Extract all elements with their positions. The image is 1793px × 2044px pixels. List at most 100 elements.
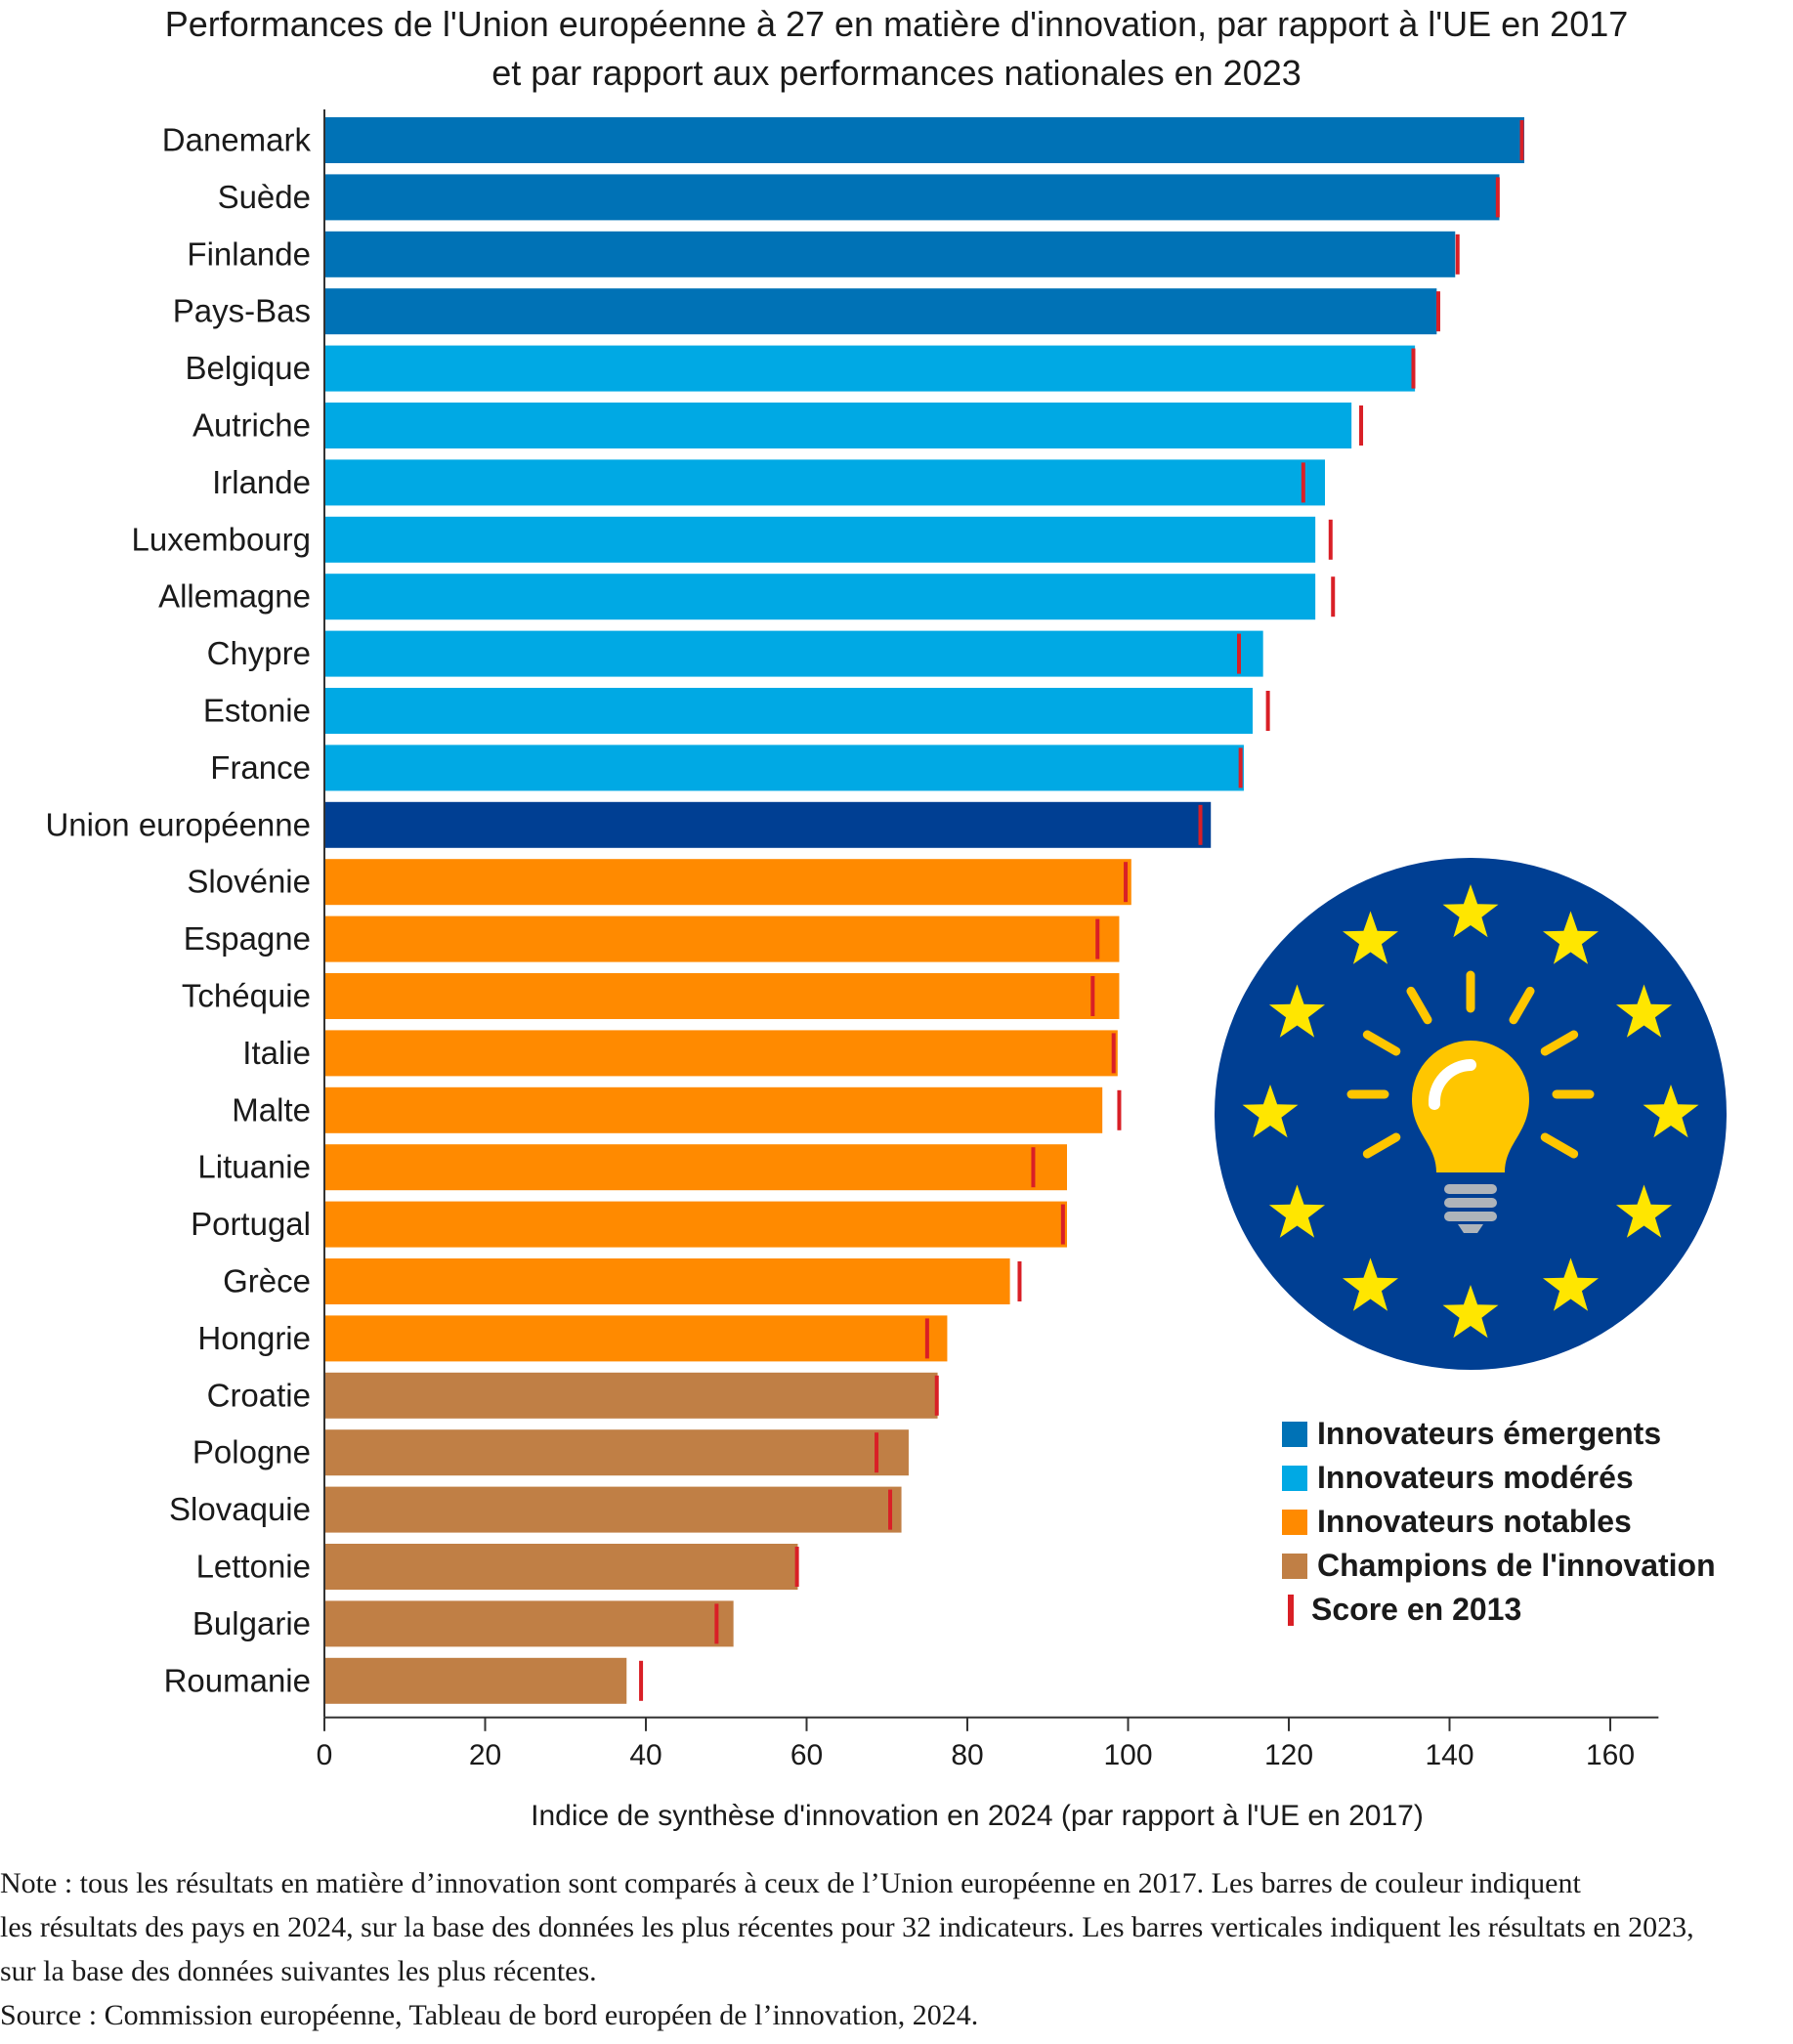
y-label-chypre: Chypre — [207, 635, 311, 671]
lightbulb-ray — [1406, 986, 1432, 1025]
legend-item-moderes: Innovateurs modérés — [1282, 1456, 1716, 1500]
score-2023-marker-hongrie — [924, 1318, 929, 1359]
legend-swatch-notables — [1282, 1509, 1307, 1535]
y-label-lettonie: Lettonie — [196, 1549, 311, 1585]
lightbulb-ray — [1540, 1030, 1579, 1056]
legend-label-champions: Champions de l'innovation — [1317, 1548, 1716, 1583]
legend-item-emergents: Innovateurs émergents — [1282, 1412, 1716, 1456]
y-label-grece: Grèce — [223, 1263, 311, 1299]
lightbulb-base-ring-3 — [1444, 1212, 1497, 1221]
y-label-espagne: Espagne — [184, 920, 311, 957]
bar-bulgarie — [324, 1600, 734, 1647]
x-tick-label-100: 100 — [1103, 1739, 1152, 1771]
y-label-france: France — [210, 749, 311, 786]
x-tick-label-20: 20 — [469, 1739, 501, 1771]
score-2023-marker-slovenie — [1124, 862, 1129, 903]
bar-pologne — [324, 1429, 909, 1476]
score-2023-marker-slovaquie — [888, 1489, 893, 1530]
lightbulb-tip — [1458, 1224, 1483, 1233]
bar-allemagne — [324, 574, 1316, 620]
score-2023-marker-bulgarie — [714, 1603, 719, 1644]
eu-stars — [1242, 884, 1699, 1339]
y-label-bulgarie: Bulgarie — [192, 1605, 311, 1641]
lightbulb-highlight — [1428, 1059, 1476, 1110]
y-label-suede: Suède — [218, 179, 311, 215]
eu-star-icon — [1442, 884, 1499, 938]
legend-label-emergents: Innovateurs émergents — [1317, 1416, 1662, 1451]
lightbulb-base-ring-1 — [1444, 1184, 1497, 1194]
x-axis-title: Indice de synthèse d'innovation en 2024 … — [531, 1800, 1424, 1832]
lightbulb-ray — [1362, 1030, 1401, 1056]
legend-item-score_2023: Score en 2013 — [1282, 1588, 1716, 1632]
bar-france — [324, 745, 1244, 791]
y-label-estonie: Estonie — [203, 693, 311, 729]
score-2023-marker-tchequie — [1090, 976, 1095, 1016]
eu-star-icon — [1616, 984, 1673, 1038]
score-2023-marker-pays-bas — [1435, 291, 1440, 332]
x-tick-label-140: 140 — [1425, 1739, 1473, 1771]
bar-autriche — [324, 403, 1352, 448]
source-line: Source : Commission européenne, Tableau … — [0, 1999, 979, 2031]
y-axis-labels: Danemark Suède Finlande Pays-Bas Belgique Aut… — [45, 122, 311, 1699]
eu-flag-lightbulb-icon — [1215, 858, 1727, 1370]
y-label-malte: Malte — [232, 1091, 311, 1128]
bar-roumanie — [324, 1657, 627, 1704]
score-2023-marker-espagne — [1095, 918, 1100, 959]
score-2023-marker-union-europeenne — [1198, 804, 1203, 845]
eu-star-icon — [1242, 1085, 1299, 1138]
x-tick-label-40: 40 — [629, 1739, 662, 1771]
score-2023-marker-chypre — [1237, 633, 1242, 674]
legend-label-moderes: Innovateurs modérés — [1317, 1460, 1634, 1495]
x-tick-label-80: 80 — [951, 1739, 983, 1771]
eu-star-icon — [1643, 1085, 1699, 1138]
y-label-finlande: Finlande — [187, 235, 311, 272]
bar-union-europeenne — [324, 801, 1212, 848]
score-2023-marker-allemagne — [1331, 576, 1336, 617]
bar-portugal — [324, 1201, 1067, 1248]
lightbulb-base-ring-2 — [1444, 1198, 1497, 1208]
bar-hongrie — [324, 1315, 948, 1362]
legend-swatch-emergents — [1282, 1421, 1307, 1447]
score-2023-marker-lettonie — [794, 1547, 799, 1587]
chart-legend: Innovateurs émergents Innovateurs modérés… — [1282, 1412, 1716, 1632]
y-label-pays-bas: Pays-Bas — [173, 293, 311, 329]
bar-grece — [324, 1258, 1010, 1304]
x-tick-label-160: 160 — [1586, 1739, 1635, 1771]
y-label-union-europeenne: Union européenne — [45, 806, 311, 842]
chart-title-line-2: et par rapport aux performances national… — [491, 53, 1302, 93]
notes-block: Note : tous les résultats en matière d’i… — [0, 1861, 1793, 2037]
note-line-2: les résultats des pays en 2024, sur la b… — [0, 1911, 1694, 1943]
eu-star-icon — [1442, 1285, 1499, 1339]
score-2023-marker-belgique — [1411, 348, 1416, 389]
score-2023-marker-danemark — [1519, 120, 1524, 160]
lightbulb-ray — [1509, 986, 1535, 1025]
y-label-danemark: Danemark — [162, 122, 312, 158]
chart-title-line-1: Performances de l'Union européenne à 27 … — [164, 4, 1629, 44]
eu-star-icon — [1343, 911, 1398, 964]
eu-star-icon — [1616, 1184, 1673, 1238]
bar-chypre — [324, 630, 1263, 677]
score-2023-marker-pologne — [875, 1432, 879, 1473]
score-2023-marker-croatie — [934, 1375, 939, 1416]
y-label-hongrie: Hongrie — [197, 1320, 311, 1356]
y-label-allemagne: Allemagne — [158, 578, 311, 615]
score-2023-marker-estonie — [1265, 691, 1270, 731]
bar-lituanie — [324, 1144, 1067, 1191]
x-axis: 0 20 40 60 80 100 120 140 160 — [317, 109, 1659, 1771]
bar-lettonie — [324, 1544, 798, 1590]
score-2023-marker-portugal — [1060, 1204, 1065, 1245]
chart-title: Performances de l'Union européenne à 27 … — [0, 0, 1793, 98]
score-2023-marker-italie — [1111, 1033, 1116, 1074]
bar-finlande — [324, 231, 1456, 277]
y-label-luxembourg: Luxembourg — [132, 521, 311, 557]
bar-malte — [324, 1086, 1103, 1133]
eu-star-icon — [1268, 1184, 1325, 1238]
bar-irlande — [324, 459, 1326, 506]
y-label-slovaquie: Slovaquie — [169, 1491, 311, 1527]
legend-label-notables: Innovateurs notables — [1317, 1504, 1632, 1539]
bar-luxembourg — [324, 516, 1316, 563]
legend-marker-score_2023 — [1288, 1594, 1294, 1626]
bar-suede — [324, 174, 1500, 221]
score-2023-marker-roumanie — [639, 1660, 644, 1701]
y-label-croatie: Croatie — [207, 1377, 311, 1413]
